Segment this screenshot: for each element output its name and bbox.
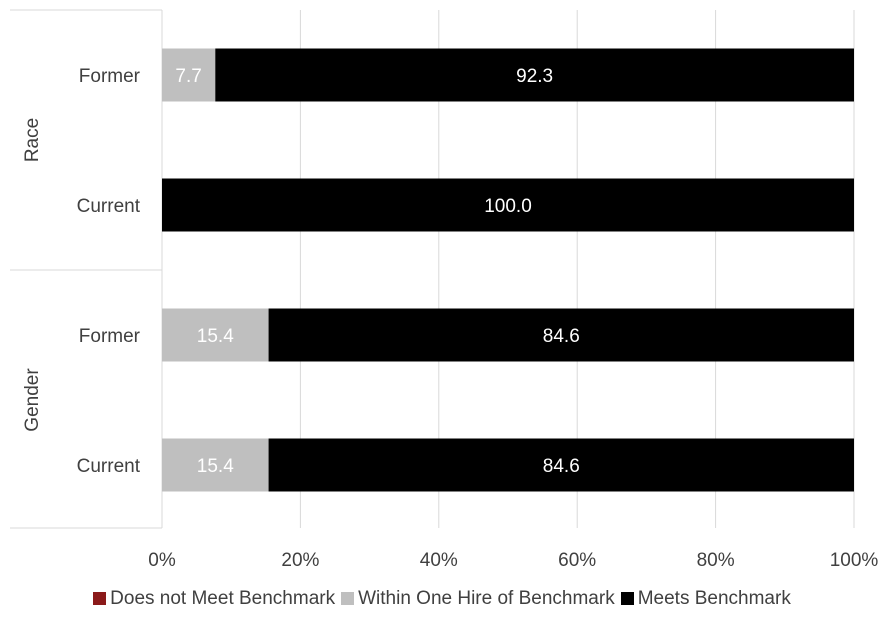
chart-legend: Does not Meet Benchmark Within One Hire o…	[0, 588, 884, 610]
x-tick-label: 40%	[420, 550, 458, 571]
bar-segment	[268, 438, 854, 492]
data-label: 92.3	[516, 66, 553, 87]
category-label: Current	[77, 456, 141, 477]
bar-segment	[215, 48, 854, 102]
x-tick-label: 80%	[697, 550, 735, 571]
legend-swatch	[93, 592, 107, 605]
legend-swatch	[620, 592, 634, 605]
data-label: 7.7	[175, 66, 201, 87]
data-label: 84.6	[543, 326, 580, 347]
legend-label: Within One Hire of Benchmark	[358, 588, 615, 609]
data-label: 84.6	[543, 456, 580, 477]
bar-segment	[162, 308, 269, 362]
legend-item: Does not Meet Benchmark	[93, 588, 335, 610]
x-tick-label: 60%	[558, 550, 596, 571]
data-label: 15.4	[197, 326, 234, 347]
legend-item: Meets Benchmark	[620, 588, 791, 610]
group-label: Gender	[22, 368, 43, 432]
x-tick-label: 100%	[830, 550, 879, 571]
x-tick-label: 0%	[148, 550, 176, 571]
x-tick-label: 20%	[281, 550, 319, 571]
group-label: Race	[22, 118, 43, 162]
category-label: Former	[79, 326, 141, 347]
legend-item: Within One Hire of Benchmark	[341, 588, 615, 610]
category-label: Former	[79, 66, 141, 87]
data-label: 15.4	[197, 456, 234, 477]
legend-swatch	[341, 592, 355, 605]
bar-segment	[268, 308, 854, 362]
data-label: 100.0	[484, 196, 532, 217]
bar-segment	[162, 438, 269, 492]
category-label: Current	[77, 196, 141, 217]
bar-segment	[162, 178, 854, 232]
stacked-bar-chart: 0% 20% 40% 60% 80% 100% Race Gender Former 7.7 92.…	[10, 9, 879, 571]
bar-segment	[162, 48, 216, 102]
legend-label: Does not Meet Benchmark	[110, 588, 336, 609]
legend-label: Meets Benchmark	[637, 588, 791, 609]
